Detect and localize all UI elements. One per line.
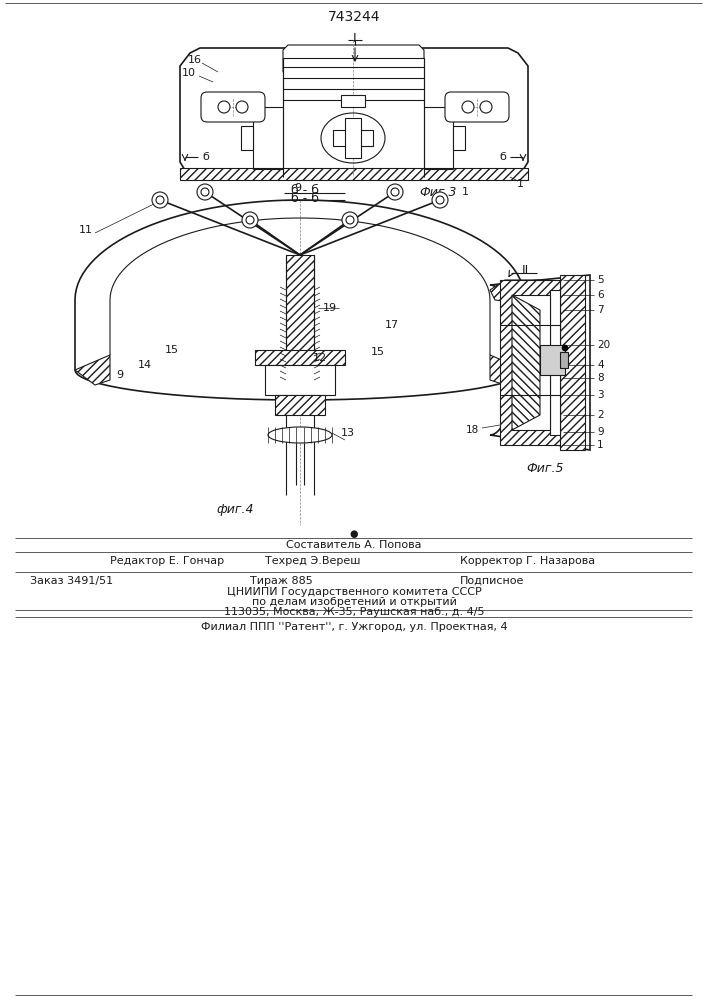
Text: 10: 10 [182,68,196,78]
Bar [540,345,565,375]
Text: б: б [202,152,209,162]
Polygon shape [490,280,540,305]
Text: 3: 3 [597,390,604,400]
Text: б: б [499,152,506,162]
Bar [286,255,314,355]
Text: 15: 15 [371,347,385,357]
Circle shape [346,216,354,224]
Circle shape [432,192,448,208]
Text: 16: 16 [188,55,202,65]
Bar [512,295,550,430]
Bar [500,280,560,445]
Text: Техред Э.Вереш: Техред Э.Вереш [265,556,361,566]
Circle shape [201,188,209,196]
Circle shape [236,101,248,113]
Circle shape [156,196,164,204]
Polygon shape [490,275,590,450]
Text: II: II [521,263,529,276]
Text: 7: 7 [597,305,604,315]
Text: Фиг.3: Фиг.3 [419,186,457,198]
Text: 11: 11 [79,225,93,235]
Text: Редактор Е. Гончар: Редактор Е. Гончар [110,556,224,566]
Bar [550,290,560,435]
Text: 18: 18 [465,425,479,435]
Text: Подписное: Подписное [460,576,525,586]
Polygon shape [490,355,525,385]
Bar [333,130,373,146]
Text: 12: 12 [313,353,327,363]
Text: Фиг.5: Фиг.5 [526,462,563,475]
Text: по делам изобретений и открытий: по делам изобретений и открытий [252,597,457,607]
Text: 1: 1 [462,187,469,197]
Polygon shape [180,48,528,180]
Text: фиг.4: фиг.4 [216,504,254,516]
Text: 8: 8 [597,373,604,383]
FancyBboxPatch shape [445,92,509,122]
Circle shape [342,212,358,228]
Text: ЦНИИПИ Государственного комитета СССР: ЦНИИПИ Государственного комитета СССР [227,587,481,597]
Circle shape [562,345,568,351]
Bar [345,118,361,158]
Circle shape [462,101,474,113]
Polygon shape [283,45,424,72]
Polygon shape [75,200,525,400]
Circle shape [391,188,399,196]
Text: 14: 14 [138,360,152,370]
Bar [560,352,568,368]
Circle shape [246,216,254,224]
Text: 17: 17 [385,320,399,330]
Text: 13: 13 [341,428,355,438]
Text: 6: 6 [597,290,604,300]
Bar [180,168,528,180]
Text: Заказ 3491/51: Заказ 3491/51 [30,576,113,586]
Circle shape [152,192,168,208]
Circle shape [480,101,492,113]
Text: 113035, Москва, Ж-35, Раушская наб., д. 4/5: 113035, Москва, Ж-35, Раушская наб., д. … [223,607,484,617]
Text: 15: 15 [165,345,179,355]
Circle shape [436,196,444,204]
Text: Филиал ППП ''Pатент'', г. Ужгород, ул. Проектная, 4: Филиал ППП ''Pатент'', г. Ужгород, ул. П… [201,622,508,632]
Text: 743244: 743244 [328,10,380,24]
Text: 9: 9 [597,427,604,437]
Circle shape [197,184,213,200]
Text: б - б: б - б [291,192,319,205]
Text: Тираж 885: Тираж 885 [250,576,312,586]
Text: Корректор Г. Назарова: Корректор Г. Назарова [460,556,595,566]
FancyBboxPatch shape [201,92,265,122]
Bar [275,395,325,415]
Text: 9: 9 [117,370,124,380]
Bar [341,95,365,107]
Text: б - б: б - б [291,184,319,198]
Text: 2: 2 [597,410,604,420]
Text: 1: 1 [597,440,604,450]
Text: I: I [354,31,357,44]
Text: 9: 9 [294,183,302,193]
Text: 1: 1 [517,179,523,189]
Text: 5: 5 [597,275,604,285]
Bar [255,350,345,365]
Bar [241,126,253,150]
Circle shape [218,101,230,113]
Text: Составитель А. Попова: Составитель А. Попова [286,540,422,550]
Ellipse shape [268,427,332,443]
Circle shape [242,212,258,228]
Circle shape [387,184,403,200]
Bar [265,365,335,395]
Polygon shape [512,295,540,430]
Bar [560,275,585,450]
Text: 20: 20 [597,340,610,350]
Bar [283,58,424,177]
Text: 19: 19 [323,303,337,313]
Bar [453,126,465,150]
Text: ●: ● [350,529,358,539]
Text: 4: 4 [597,360,604,370]
Polygon shape [75,355,110,385]
